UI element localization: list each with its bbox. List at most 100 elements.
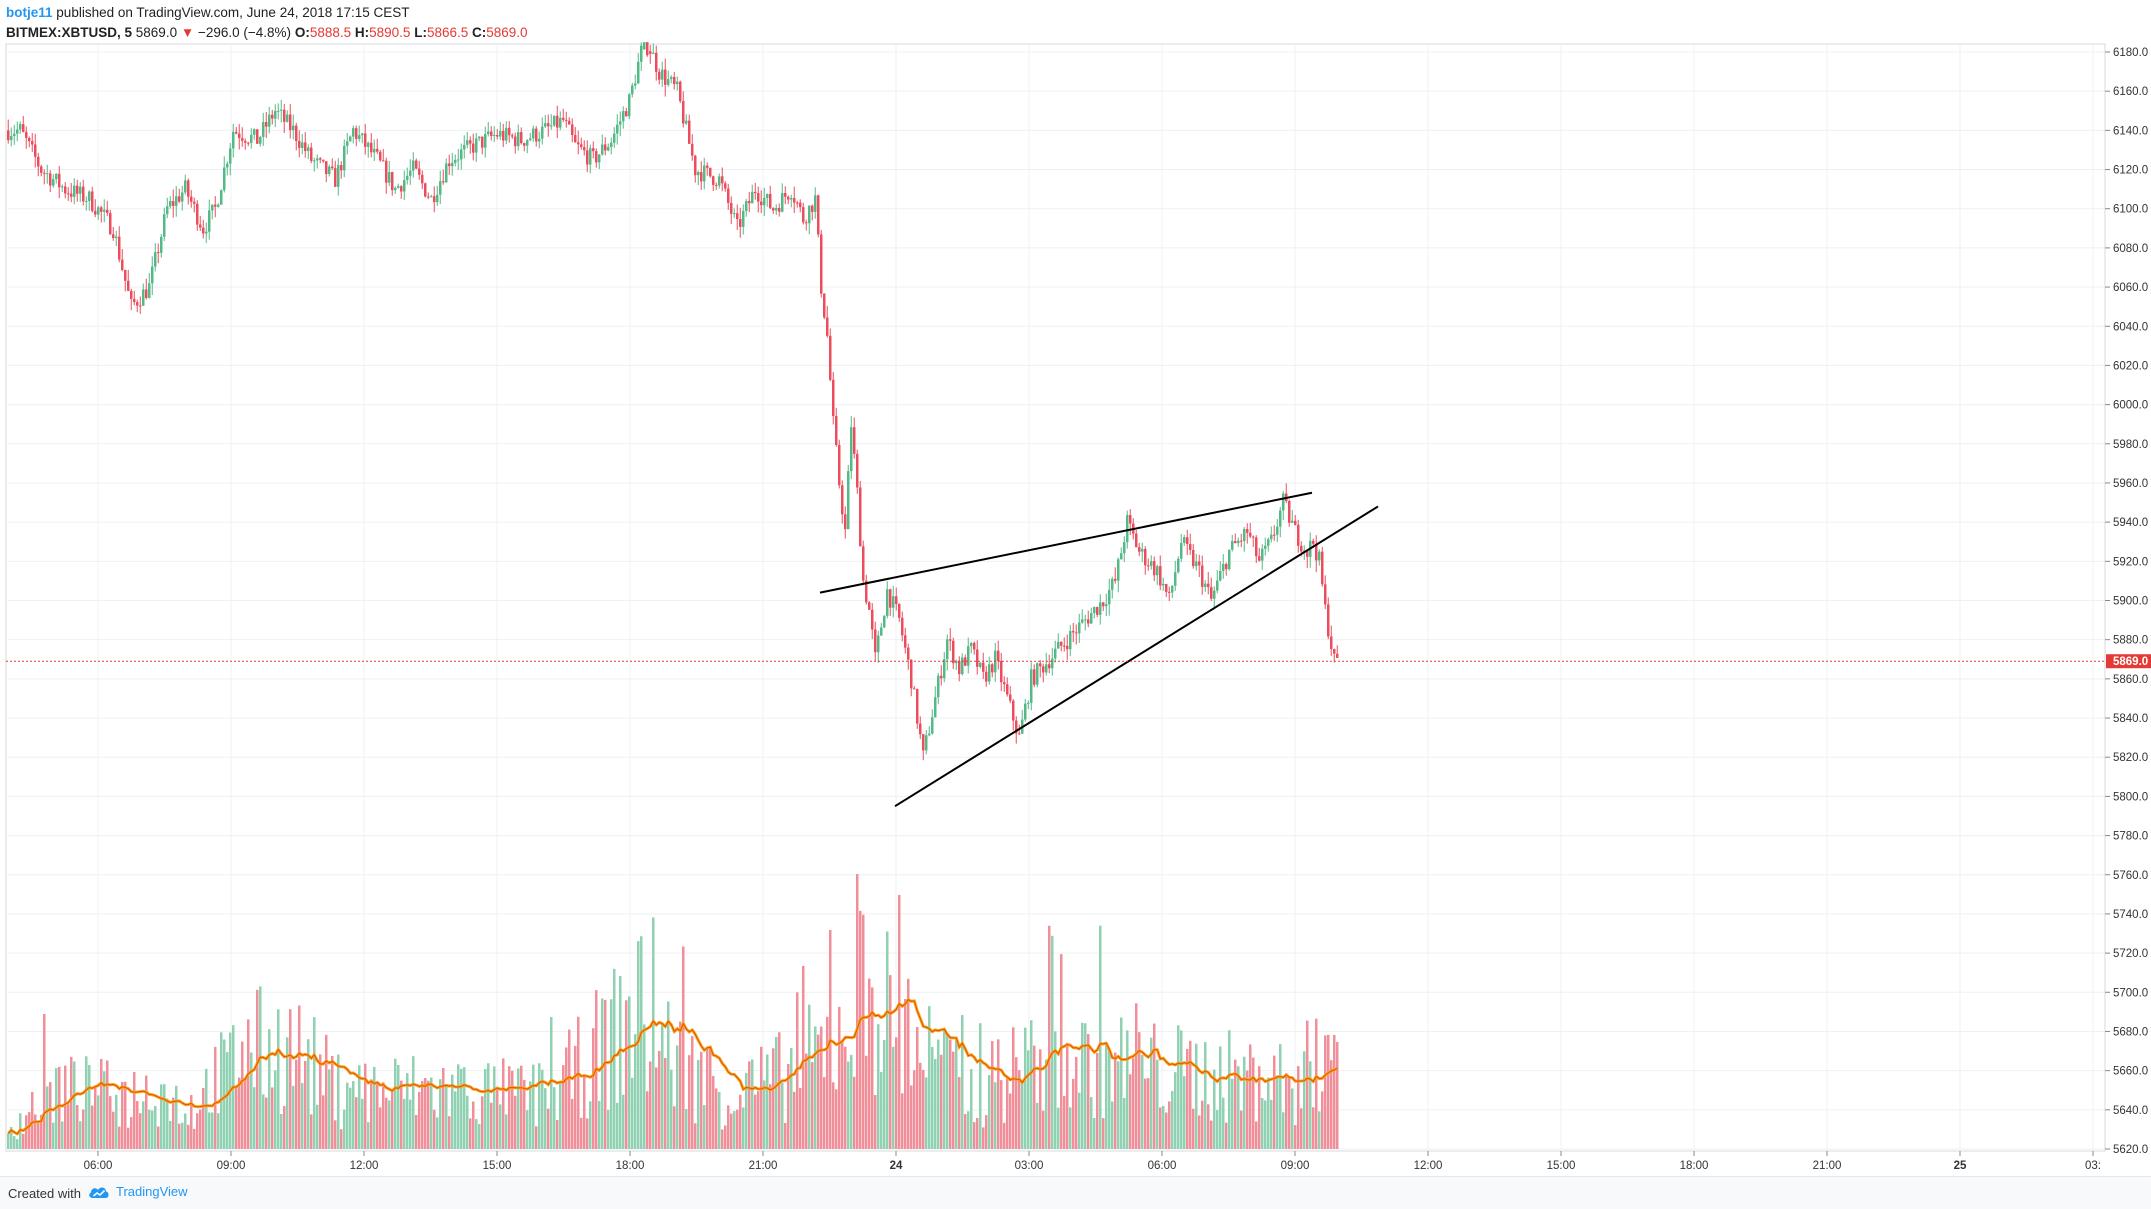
candle-up xyxy=(883,616,886,628)
candle-up xyxy=(388,172,391,183)
candle-up xyxy=(589,148,592,165)
time-tick-label: 06:00 xyxy=(84,1160,113,1172)
volume-bar-down xyxy=(1207,1104,1210,1149)
volume-bar-up xyxy=(16,1139,19,1149)
volume-bar-down xyxy=(838,1006,841,1149)
candle-up xyxy=(211,204,214,211)
volume-bar-up xyxy=(1303,1051,1306,1149)
trendlines[interactable] xyxy=(819,491,1379,808)
volume-bar-up xyxy=(775,1037,778,1149)
candle-down xyxy=(199,224,202,228)
candle-up xyxy=(484,134,487,148)
candle-down xyxy=(298,140,301,148)
price-tick-label: 5880.0 xyxy=(2113,635,2148,647)
candle-up xyxy=(175,196,178,206)
candle-down xyxy=(514,136,517,147)
candle-up xyxy=(79,186,82,194)
candle-up xyxy=(697,172,700,176)
volume-bar-up xyxy=(208,1112,211,1149)
candle-down xyxy=(1300,545,1303,552)
candle-down xyxy=(658,71,661,80)
candle-up xyxy=(1318,551,1321,561)
time-tick-label: 25 xyxy=(1954,1160,1967,1172)
candle-up xyxy=(1120,553,1123,560)
volume-bar-down xyxy=(769,1084,772,1149)
volume-bar-up xyxy=(1057,1107,1060,1149)
candle-down xyxy=(832,379,835,417)
volume-bar-down xyxy=(817,1034,820,1149)
volume-bar-up xyxy=(268,1029,271,1149)
candle-down xyxy=(424,183,427,197)
volume-bar-up xyxy=(259,986,262,1149)
candle-up xyxy=(979,662,982,667)
candle-down xyxy=(1273,534,1276,536)
volume-bar-down xyxy=(1258,1066,1261,1149)
candle-up xyxy=(499,131,502,137)
trendline-lower[interactable] xyxy=(894,505,1379,808)
candle-down xyxy=(586,150,589,165)
volume-bar-up xyxy=(559,1083,562,1149)
volume-bar-down xyxy=(415,1115,418,1149)
volume-bar-up xyxy=(637,941,640,1149)
volume-bar-up xyxy=(73,1061,76,1149)
volume-bar-up xyxy=(742,1107,745,1149)
candle-down xyxy=(370,142,373,153)
volume-bar-down xyxy=(1063,1096,1066,1149)
candle-up xyxy=(208,210,211,232)
trendline-upper[interactable] xyxy=(819,491,1313,594)
volume-bar-up xyxy=(886,931,889,1149)
candle-down xyxy=(1147,565,1150,567)
tradingview-brand[interactable]: TradingView xyxy=(88,1184,188,1199)
candle-down xyxy=(481,136,484,148)
volume-bar-down xyxy=(1003,1122,1006,1149)
volume-bar-down xyxy=(691,1036,694,1149)
candle-down xyxy=(1252,536,1255,538)
volume-bar-up xyxy=(616,1102,619,1149)
candle-up xyxy=(763,197,766,206)
price-chart[interactable]: 6180.0 6160.0 6140.0 6120.0 6100.0 6080.0 6060… xyxy=(0,0,2151,1176)
price-tick-label: 6120.0 xyxy=(2113,165,2148,177)
candle-up xyxy=(955,660,958,664)
volume-bar-up xyxy=(847,1061,850,1149)
symbol-label: BITMEX:XBTUSD, 5 xyxy=(6,25,133,40)
volume-bar-down xyxy=(106,1060,109,1149)
candle-up xyxy=(550,125,553,127)
volume-bar-down xyxy=(964,1114,967,1149)
volume-bar-down xyxy=(1066,1042,1069,1149)
volume-bar-up xyxy=(610,999,613,1149)
candle-down xyxy=(793,198,796,203)
candle-down xyxy=(865,580,868,603)
volume-bar-down xyxy=(949,1039,952,1149)
candle-up xyxy=(751,191,754,204)
author-link[interactable]: botje11 xyxy=(6,5,53,20)
candle-up xyxy=(892,596,895,608)
volume-bar-down xyxy=(856,874,859,1149)
candle-down xyxy=(496,134,499,137)
volume-bar-down xyxy=(22,1133,25,1149)
volume-bar-down xyxy=(556,1119,559,1149)
candle-down xyxy=(1072,631,1075,633)
volume-bar-down xyxy=(1096,1053,1099,1149)
volume-bar-up xyxy=(337,1054,340,1149)
volume-bar-down xyxy=(805,1053,808,1149)
volume-bar-up xyxy=(358,1065,361,1149)
volume-bar-down xyxy=(472,1101,475,1149)
time-axis[interactable]: 06:00 09:00 12:00 15:00 18:00 21:00 24 03:00 06:… xyxy=(84,1151,2101,1172)
candle-up xyxy=(292,125,295,131)
candle-up xyxy=(349,136,352,142)
volume-bar-down xyxy=(43,1014,46,1149)
volume-bar-down xyxy=(325,1034,328,1149)
down-arrow-icon: ▼ xyxy=(180,25,195,40)
volume-bar-up xyxy=(553,1087,556,1149)
volume-bar-down xyxy=(952,1051,955,1149)
candle-down xyxy=(187,180,190,197)
candle-down xyxy=(172,201,175,206)
candle-down xyxy=(1189,544,1192,550)
candle-up xyxy=(13,133,16,137)
ohlc-line: BITMEX:XBTUSD, 5 5869.0 ▼ −296.0 (−4.8%)… xyxy=(6,23,1406,43)
candle-down xyxy=(391,172,394,191)
candle-up xyxy=(328,166,331,174)
candle-up xyxy=(616,124,619,134)
price-axis[interactable]: 6180.0 6160.0 6140.0 6120.0 6100.0 6080.0 6060… xyxy=(2105,47,2151,1156)
candle-down xyxy=(67,193,70,195)
